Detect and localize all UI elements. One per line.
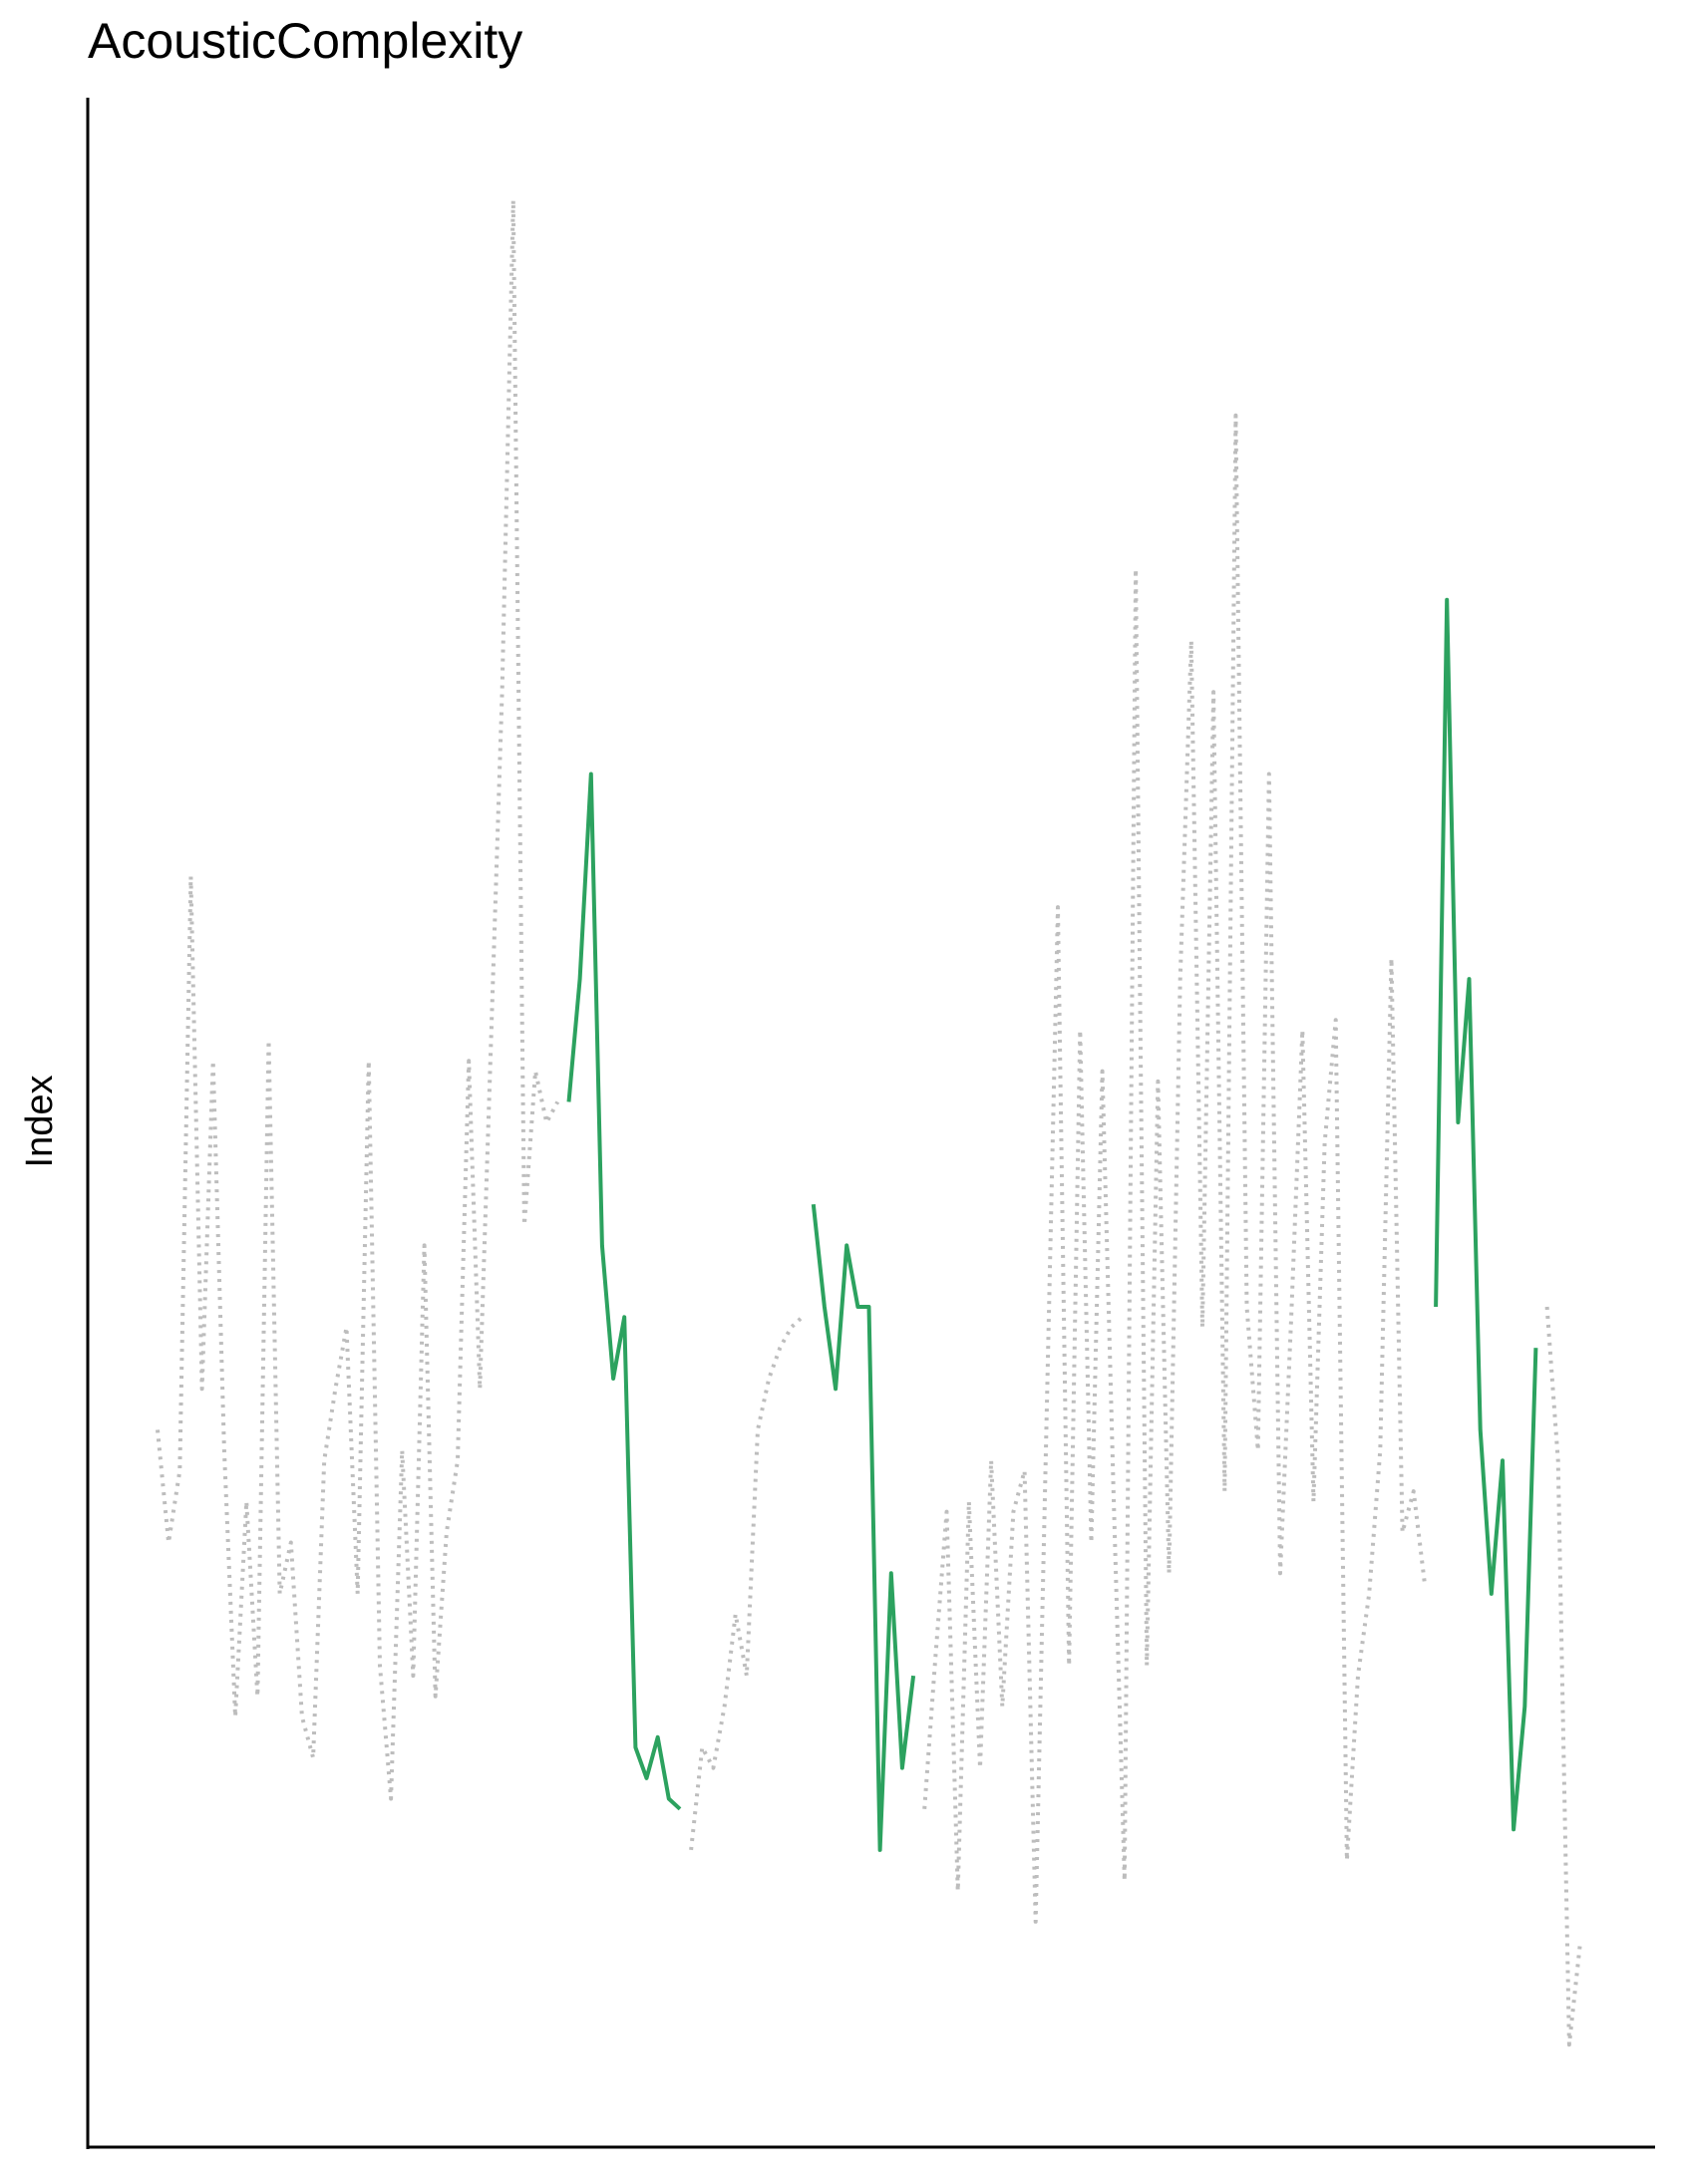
y-axis-label: Index xyxy=(19,1076,61,1168)
line-series xyxy=(156,197,1582,2047)
line-series xyxy=(566,597,1538,1852)
chart-title: AcousticComplexity xyxy=(88,13,522,69)
